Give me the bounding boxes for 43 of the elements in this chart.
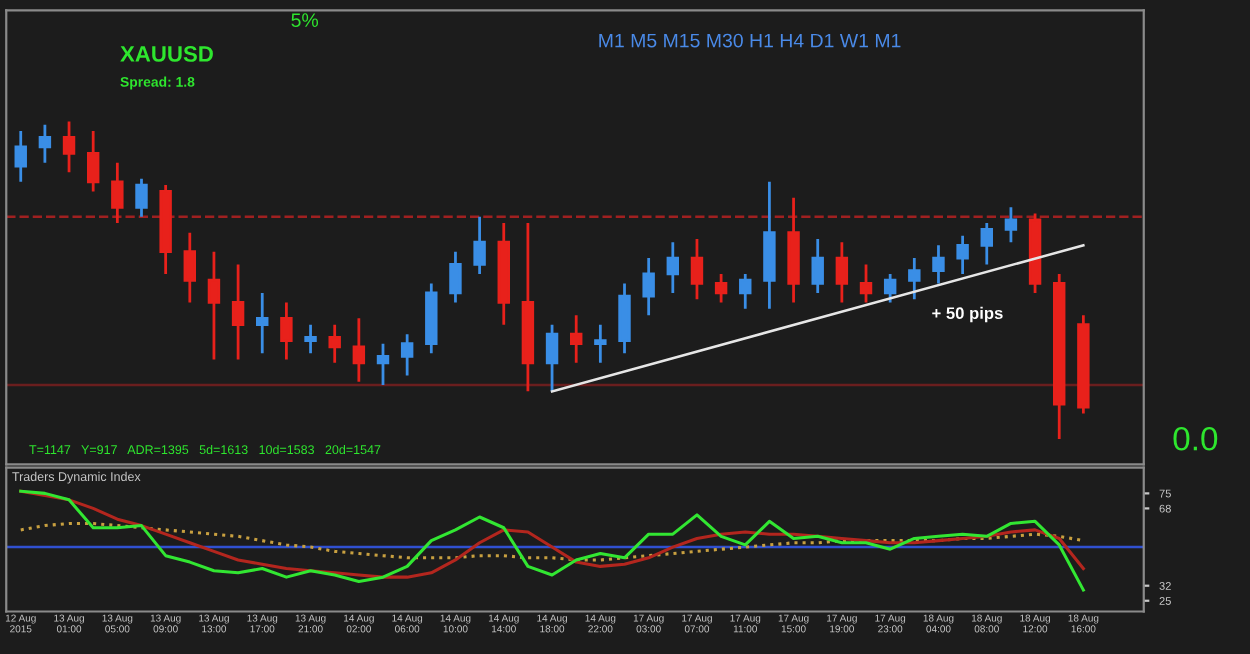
candlestick [14,129,27,184]
candlestick [545,323,559,393]
candlestick [1004,205,1018,244]
candlestick [207,250,221,361]
candlestick [835,240,849,304]
candlestick [980,221,993,266]
candlestick [256,291,269,355]
candlestick [376,342,390,387]
candlestick [714,272,728,304]
candlestick [956,234,969,276]
candlestick [811,237,824,295]
candlestick [690,237,704,301]
candlestick [38,123,52,165]
candlestick [859,262,873,304]
candlestick [932,243,945,285]
candlestick [86,129,100,193]
candlestick [304,323,317,355]
candlestick [569,313,583,365]
line-series [19,521,1085,562]
candlestick [328,323,341,365]
candlestick [135,177,148,219]
annotation: + 50 pips [932,306,1003,323]
text: XAUUSD [120,46,213,62]
candlestick [594,323,607,365]
candlestick [231,262,245,361]
candlestick [763,180,776,311]
candlestick [62,120,76,174]
candlestick [666,240,680,295]
candlestick [473,215,486,276]
candlestick [883,272,897,304]
candlestick [352,316,366,384]
candlestick [111,161,124,225]
candlestick [739,272,752,311]
text: 0.0 [1173,426,1218,451]
candlestick [642,256,655,317]
candlestick [183,231,197,304]
text: 5% [291,13,319,28]
candlestick [618,282,631,355]
candlestick [280,301,293,361]
candlestick [908,256,921,301]
text: M1 M5 M15 M30 H1 H4 D1 W1 M1 [599,33,901,48]
candlestick [400,332,414,377]
candlestick [449,250,462,304]
